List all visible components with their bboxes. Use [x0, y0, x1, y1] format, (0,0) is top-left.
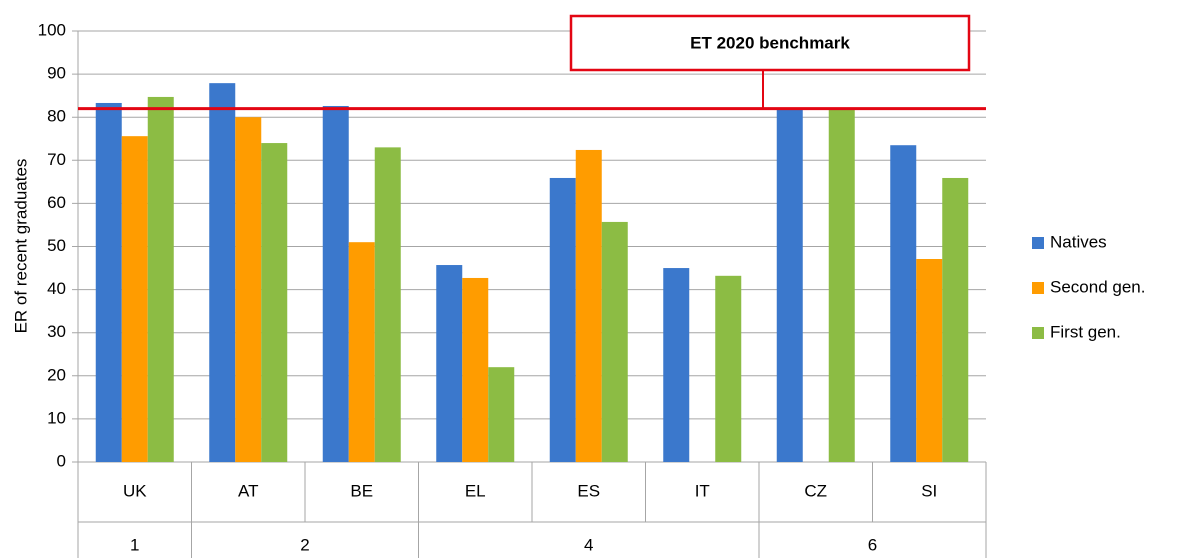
bar — [663, 268, 690, 462]
bar — [235, 117, 262, 462]
group-label: 4 — [584, 535, 593, 554]
bar — [776, 109, 803, 463]
bar — [147, 96, 174, 463]
x-tick-label: BE — [350, 481, 373, 500]
bar — [890, 145, 917, 462]
bar — [488, 367, 515, 462]
bar — [209, 83, 236, 462]
bar — [348, 242, 375, 462]
legend-label: First gen. — [1050, 322, 1121, 341]
group-label: 1 — [130, 535, 139, 554]
x-tick-label: IT — [695, 481, 710, 500]
x-tick-label: CZ — [804, 481, 827, 500]
bar — [462, 277, 489, 462]
y-tick-label: 0 — [57, 451, 66, 470]
bar — [95, 102, 122, 463]
y-tick-label: 60 — [47, 193, 66, 212]
bar — [942, 177, 969, 462]
bar — [916, 258, 943, 462]
benchmark-box — [569, 14, 971, 72]
legend-label: Natives — [1050, 232, 1107, 251]
legend-swatch — [1032, 282, 1044, 294]
x-tick-label: SI — [921, 481, 937, 500]
group-label: 2 — [300, 535, 309, 554]
y-tick-label: 80 — [47, 107, 66, 126]
bar — [436, 265, 463, 462]
y-tick-label: 10 — [47, 408, 66, 427]
bar — [261, 143, 288, 462]
bar — [715, 275, 742, 462]
bar — [575, 149, 602, 462]
bar — [322, 105, 349, 462]
y-tick-label: 50 — [47, 236, 66, 255]
x-tick-label: EL — [465, 481, 486, 500]
x-tick-label: ES — [577, 481, 600, 500]
x-tick-label: UK — [123, 481, 147, 500]
bar — [549, 177, 576, 462]
bar — [601, 221, 628, 462]
y-tick-label: 20 — [47, 365, 66, 384]
bar — [374, 147, 401, 462]
legend-swatch — [1032, 327, 1044, 339]
bar — [828, 109, 855, 463]
benchmark-label: ET 2020 benchmark — [690, 33, 850, 52]
legend-swatch — [1032, 237, 1044, 249]
y-tick-label: 90 — [47, 64, 66, 83]
bar — [121, 136, 148, 462]
y-tick-label: 100 — [38, 20, 66, 39]
y-tick-label: 40 — [47, 279, 66, 298]
y-tick-label: 70 — [47, 150, 66, 169]
group-label: 6 — [868, 535, 877, 554]
legend-label: Second gen. — [1050, 277, 1145, 296]
y-axis-title: ER of recent graduates — [11, 159, 30, 334]
x-tick-label: AT — [238, 481, 258, 500]
y-tick-label: 30 — [47, 322, 66, 341]
